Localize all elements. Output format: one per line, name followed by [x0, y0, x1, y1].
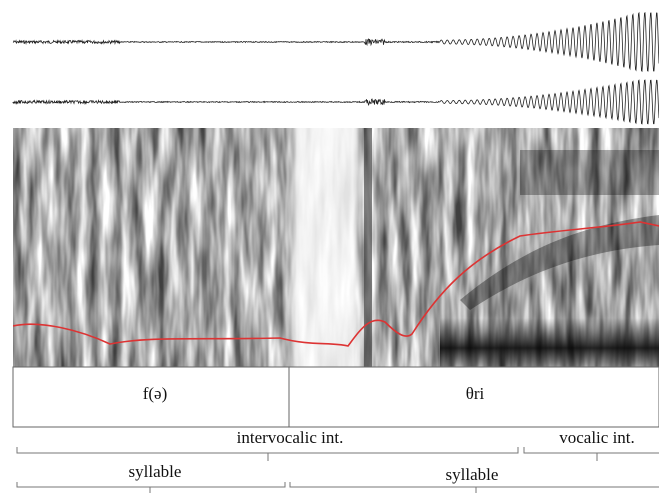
- bracket: [16, 482, 286, 493]
- bracket-label: intervocalic int.: [237, 428, 344, 447]
- bracket-label: syllable: [129, 462, 182, 481]
- bracket: [523, 447, 659, 461]
- bracket: [16, 447, 519, 461]
- bracket-label: syllable: [446, 465, 499, 484]
- tier-label: θri: [466, 384, 485, 403]
- bracket-label: vocalic int.: [559, 428, 635, 447]
- waveform: [12, 11, 659, 73]
- bracket: [289, 482, 659, 493]
- spectrogram: [13, 128, 659, 367]
- tier-box: [12, 366, 659, 428]
- tier-label: f(ə): [143, 384, 168, 403]
- waveform: [12, 79, 659, 125]
- waveforms: [12, 11, 659, 125]
